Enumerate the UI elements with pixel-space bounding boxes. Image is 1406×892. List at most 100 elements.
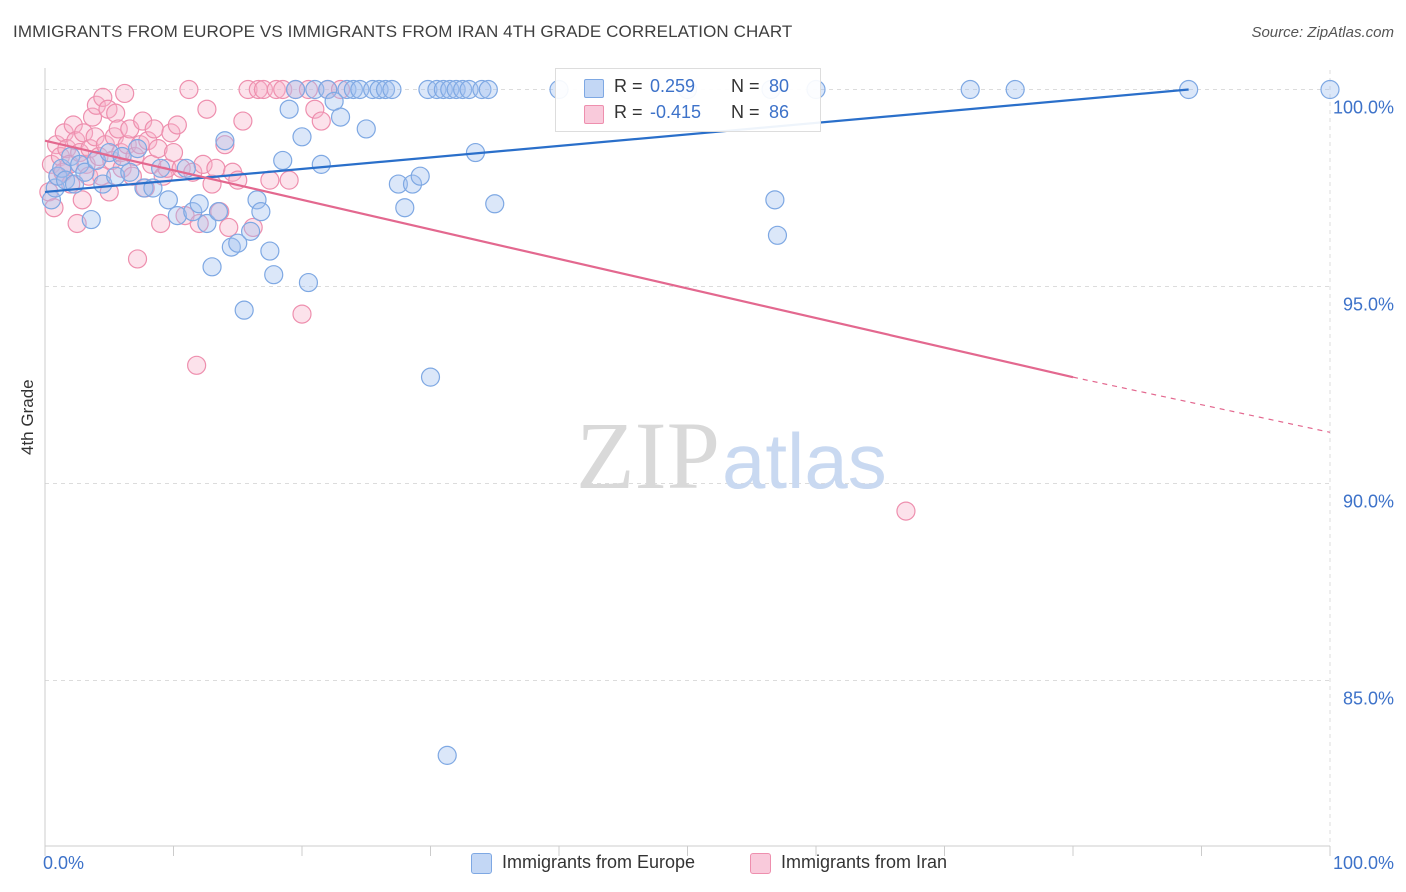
data-point — [238, 79, 258, 100]
trend-line — [44, 88, 1189, 194]
data-point — [765, 190, 785, 210]
iran-swatch — [584, 105, 604, 124]
data-point — [896, 501, 916, 521]
data-point — [187, 355, 207, 375]
data-point — [219, 217, 239, 238]
x-tick-label-max: 100.0% — [1333, 853, 1394, 873]
data-point — [202, 257, 222, 277]
data-point — [478, 79, 498, 100]
data-point — [485, 194, 505, 214]
europe-legend-swatch — [471, 853, 492, 874]
data-point — [75, 162, 95, 182]
n-label: N = — [731, 102, 760, 122]
data-point — [127, 249, 148, 269]
data-point — [472, 79, 492, 100]
data-point — [330, 107, 351, 127]
data-point — [44, 198, 64, 218]
data-point — [382, 79, 402, 100]
data-point — [63, 115, 83, 135]
n-label: N = — [731, 76, 760, 96]
y-tick-label: 85.0% — [1343, 689, 1394, 709]
europe-legend-label: Immigrants from Europe — [502, 852, 696, 872]
data-point — [197, 213, 217, 234]
data-point — [161, 123, 181, 143]
data-point — [279, 170, 299, 190]
data-point — [264, 265, 284, 285]
data-point — [82, 107, 103, 127]
data-point — [138, 131, 158, 151]
data-point — [86, 95, 107, 115]
data-point — [115, 83, 135, 104]
data-point — [67, 213, 87, 234]
data-point — [167, 206, 187, 226]
data-point — [163, 142, 184, 163]
data-point — [72, 190, 92, 210]
r-label: R = — [614, 102, 643, 122]
r-value: 0.259 — [650, 76, 696, 96]
data-point — [1005, 79, 1025, 100]
data-point — [233, 111, 253, 131]
iran-legend-label: Immigrants from Iran — [781, 852, 948, 872]
data-point — [120, 162, 140, 182]
data-point — [189, 194, 209, 214]
data-point — [234, 300, 254, 320]
data-point — [158, 190, 178, 210]
europe-swatch — [584, 79, 604, 98]
watermark-zip: ZIP — [576, 402, 720, 509]
data-point — [208, 202, 229, 222]
data-point — [206, 158, 226, 178]
data-point — [167, 115, 187, 135]
data-point — [197, 99, 217, 119]
data-point — [108, 119, 128, 139]
y-tick-label: 95.0% — [1343, 295, 1394, 315]
n-value: 86 — [769, 102, 790, 122]
data-point — [260, 170, 280, 190]
data-point — [179, 79, 199, 100]
data-point — [106, 103, 126, 123]
data-point — [292, 304, 312, 324]
data-point — [183, 202, 203, 222]
data-point — [93, 87, 113, 108]
data-point — [144, 119, 164, 139]
data-point — [767, 225, 788, 245]
y-tick-label: 90.0% — [1343, 492, 1394, 512]
data-point — [402, 174, 423, 194]
data-point — [133, 111, 153, 131]
watermark-atlas: atlas — [722, 417, 887, 505]
data-point — [148, 139, 168, 159]
data-point — [292, 127, 312, 147]
data-point — [960, 79, 980, 100]
data-point — [343, 79, 363, 100]
data-point — [311, 111, 331, 131]
trend-line — [44, 139, 1074, 379]
y-tick-label: 100.0% — [1333, 98, 1394, 118]
data-point — [85, 127, 105, 147]
data-point — [215, 131, 235, 151]
data-point — [151, 213, 171, 234]
data-point — [260, 241, 280, 261]
r-value: -0.415 — [650, 102, 702, 122]
data-point — [266, 79, 286, 100]
n-value: 80 — [769, 76, 790, 96]
data-point — [305, 99, 325, 119]
data-point — [247, 190, 267, 210]
data-point — [388, 174, 408, 194]
data-point — [279, 99, 299, 119]
iran-legend-swatch — [750, 853, 771, 874]
chart-title: IMMIGRANTS FROM EUROPE VS IMMIGRANTS FRO… — [13, 22, 793, 41]
stats-legend: R = 0.259 N = 80 R = -0.415 N = 86 — [555, 68, 821, 132]
data-point — [1320, 79, 1340, 100]
data-point — [127, 139, 148, 159]
x-tick-label-min: 0.0% — [43, 853, 84, 873]
data-point — [228, 233, 248, 253]
data-point — [410, 166, 430, 186]
data-point — [395, 198, 415, 218]
data-point — [311, 154, 331, 174]
data-point — [318, 79, 338, 100]
data-point — [298, 272, 319, 293]
y-tick-labels: 85.0% 90.0% 95.0% 100.0% — [1333, 98, 1394, 709]
data-point — [375, 79, 396, 100]
data-point — [356, 119, 376, 139]
data-point — [189, 213, 209, 234]
source-label: Source: ZipAtlas.com — [1251, 24, 1394, 41]
